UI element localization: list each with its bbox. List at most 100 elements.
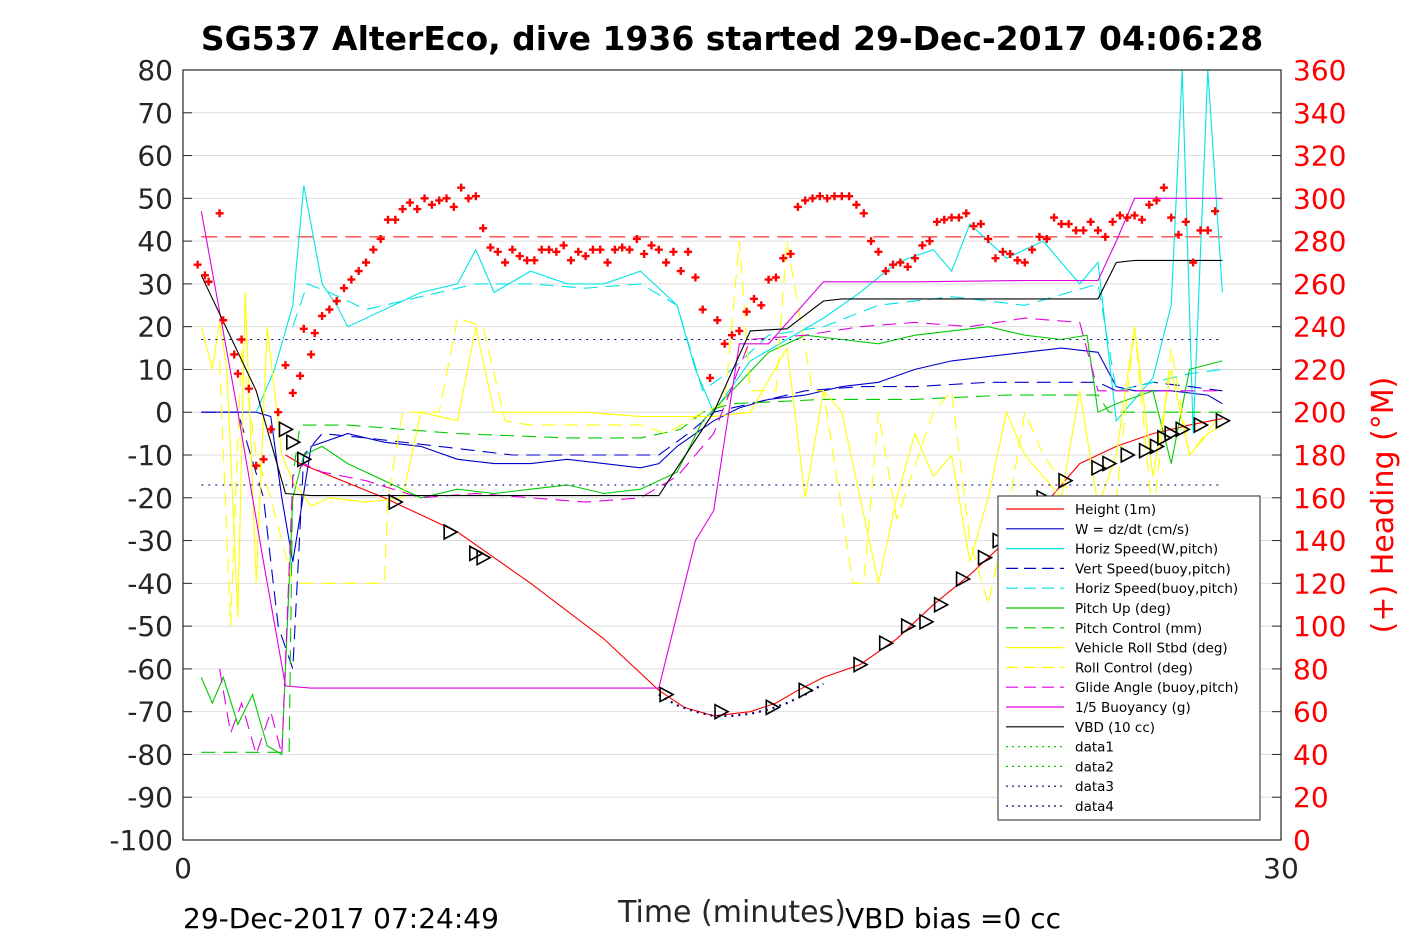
heading-point (200, 271, 209, 280)
heading-point (954, 213, 963, 222)
y2-tick-label: 300 (1293, 182, 1346, 215)
heading-point (962, 209, 971, 218)
heading-point (299, 324, 308, 333)
heading-point (1152, 196, 1161, 205)
heading-point (918, 241, 927, 250)
heading-point (310, 329, 319, 338)
y2-tick-label: 220 (1293, 353, 1346, 386)
heading-point (764, 275, 773, 284)
legend: Height (1m) W = dz/dt (cm/s) Horiz Speed(W… (997, 495, 1261, 821)
heading-point (435, 196, 444, 205)
series-line-1 (201, 347, 1223, 562)
heading-point (881, 267, 890, 276)
legend-label: Pitch Up (deg) (1075, 601, 1171, 617)
heading-point (852, 200, 861, 209)
heading-point (1203, 226, 1212, 235)
y2-tick-label: 40 (1293, 738, 1329, 771)
legend-label: 1/5 Buoyancy (g) (1075, 700, 1191, 716)
heading-point (376, 234, 385, 243)
heading-point (566, 256, 575, 265)
series-line-2 (255, 69, 1223, 434)
heading-point (362, 258, 370, 267)
y2-tick-label: 60 (1293, 696, 1329, 729)
heading-point (676, 267, 685, 276)
triangle-marker (1175, 420, 1191, 438)
heading-point (581, 252, 590, 261)
y2-tick-label: 320 (1293, 140, 1346, 173)
heading-point (837, 192, 846, 201)
legend-label: Height (1m) (1075, 502, 1156, 518)
heading-point (830, 192, 839, 201)
heading-point (1101, 232, 1110, 241)
heading-point (618, 243, 627, 252)
legend-label: data4 (1075, 799, 1114, 815)
heading-point (947, 213, 956, 222)
y-tick-label: -30 (127, 525, 173, 558)
heading-point (559, 241, 568, 250)
y-tick-label: 10 (137, 353, 173, 386)
heading-point (354, 267, 363, 276)
triangle-marker (1058, 472, 1074, 490)
heading-point (347, 275, 356, 284)
heading-point (230, 350, 239, 359)
triangle-marker (900, 617, 917, 635)
y-tick-label: 20 (137, 311, 173, 344)
heading-point (998, 247, 1007, 256)
heading-point (427, 200, 436, 209)
heading-point (325, 305, 334, 314)
heading-point (501, 258, 510, 267)
triangle-marker (659, 686, 675, 703)
heading-point (545, 245, 553, 254)
triangle-marker (443, 523, 459, 541)
series-line-6 (201, 394, 1223, 753)
y2-tick-label: 340 (1293, 97, 1346, 130)
legend-box (997, 495, 1261, 821)
triangle-marker (1120, 446, 1136, 464)
y2-tick-label: 120 (1293, 567, 1346, 600)
heading-point (259, 455, 268, 464)
heading-point (493, 247, 502, 256)
y2-tick-label: 180 (1293, 439, 1346, 472)
heading-point (845, 192, 854, 201)
heading-point (932, 217, 941, 226)
y-tick-label: 50 (137, 182, 173, 215)
heading-point (252, 461, 261, 470)
heading-point (574, 247, 583, 256)
heading-point (889, 260, 898, 269)
heading-point (340, 284, 349, 293)
heading-point (1108, 217, 1117, 226)
heading-point (442, 194, 451, 203)
heading-point (296, 371, 305, 380)
timestamp-footer: 29-Dec-2017 07:24:49 (183, 902, 499, 935)
triangle-marker (1138, 442, 1155, 460)
triangle-marker (476, 549, 492, 567)
heading-point (984, 234, 993, 243)
heading-point (1028, 245, 1037, 254)
heading-point (1181, 217, 1190, 226)
heading-point (515, 252, 524, 261)
y-tick-label: -90 (127, 781, 173, 814)
y2-tick-label: 280 (1293, 225, 1346, 258)
y2-tick-label: 100 (1293, 610, 1346, 643)
heading-point (1013, 256, 1022, 265)
left-axis: 80 70 60 50 40 30 20 10 0 -10 -20 -30 -40 -50 -60 -70 -8… (109, 54, 192, 857)
heading-point (969, 222, 978, 231)
heading-point (1115, 211, 1124, 220)
heading-point (647, 241, 656, 250)
heading-point (1159, 183, 1168, 192)
heading-point (823, 194, 832, 203)
triangle-marker (1149, 438, 1166, 455)
heading-point (486, 243, 495, 252)
y2-tick-label: 240 (1293, 311, 1346, 344)
triangle-marker (977, 549, 994, 567)
x-tick-label: 0 (174, 852, 192, 885)
heading-point (793, 202, 802, 211)
heading-point (662, 258, 671, 267)
y2-tick-label: 200 (1293, 396, 1346, 429)
triangle-marker (1157, 429, 1173, 447)
heading-point (815, 192, 824, 201)
heading-point (640, 249, 649, 258)
y2-tick-label: 0 (1293, 824, 1311, 857)
heading-point (706, 374, 715, 382)
heading-point (288, 388, 297, 397)
